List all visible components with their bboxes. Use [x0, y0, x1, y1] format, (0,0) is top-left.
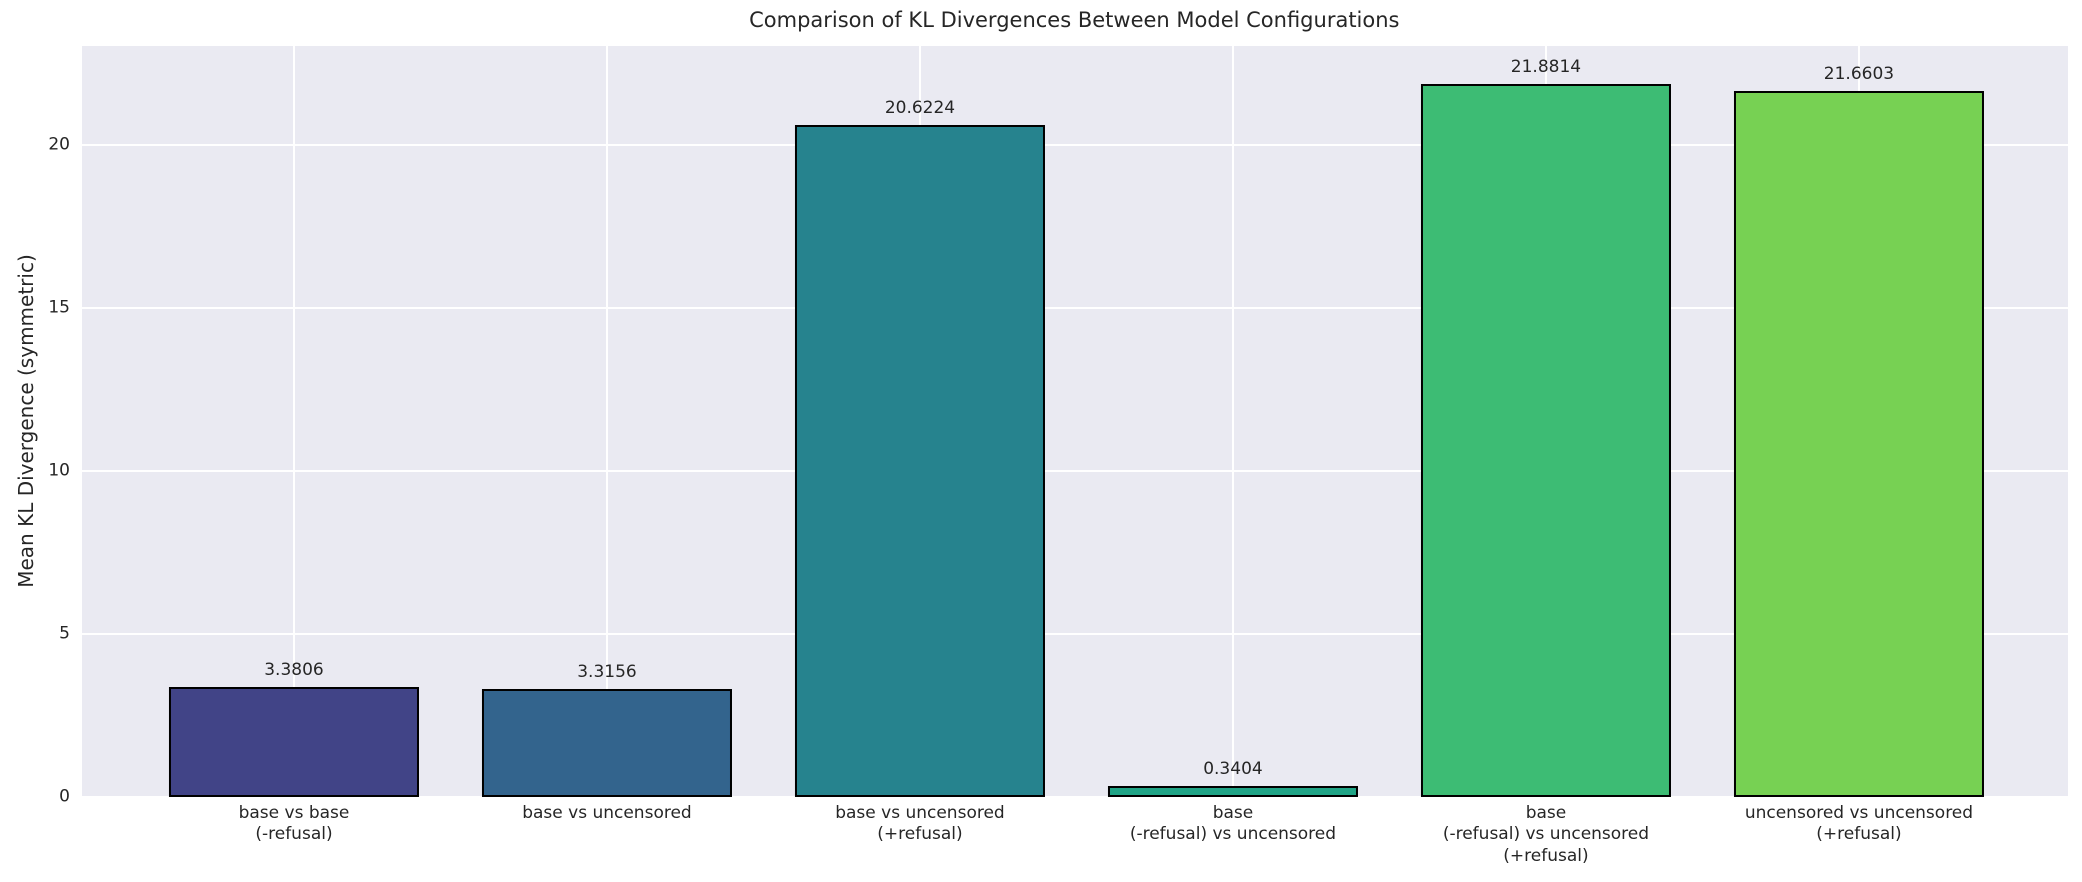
x-axis-ticks: base vs base (-refusal) base vs uncensore…	[82, 803, 2068, 882]
bar-value-label: 0.3404	[1203, 758, 1263, 779]
vertical-gridline	[1231, 46, 1234, 797]
y-tick-label: 0	[59, 786, 70, 807]
bar-2	[794, 125, 1045, 797]
y-axis-ticks: 0 5 10 15 20	[0, 46, 70, 805]
x-tick-label-0: base vs base (-refusal)	[238, 803, 350, 845]
bar-5	[1733, 91, 1984, 797]
bar-value-label: 3.3806	[264, 659, 324, 680]
x-tick-label-5: uncensored vs uncensored (+refusal)	[1744, 803, 1974, 845]
x-tick-label-1: base vs uncensored	[522, 803, 692, 823]
x-tick-label-2: base vs uncensored (+refusal)	[835, 803, 1005, 845]
y-tick-label: 20	[48, 134, 70, 155]
horizontal-gridline	[82, 307, 2068, 310]
horizontal-gridline	[82, 470, 2068, 473]
bar-value-label: 21.8814	[1510, 57, 1582, 78]
bar-value-label: 21.6603	[1823, 64, 1895, 85]
bar-1	[481, 688, 732, 797]
bar-value-label: 20.6224	[884, 98, 956, 119]
vertical-gridline	[605, 46, 608, 797]
y-tick-label: 5	[59, 623, 70, 644]
bar-value-label: 3.3156	[577, 661, 637, 682]
x-tick-label-4: base (-refusal) vs uncensored (+refusal)	[1442, 803, 1650, 866]
vertical-gridline	[292, 46, 295, 797]
x-tick-label-3: base (-refusal) vs uncensored	[1129, 803, 1337, 845]
chart-title: Comparison of KL Divergences Between Mod…	[749, 8, 1400, 32]
bar-3	[1107, 785, 1358, 797]
horizontal-gridline	[82, 796, 2068, 798]
y-tick-label: 10	[48, 460, 70, 481]
plot-area: 3.3806 3.3156 20.6224 0.3404 21.8814 21.6603	[82, 46, 2068, 798]
y-tick-label: 15	[48, 297, 70, 318]
horizontal-gridline	[82, 144, 2068, 147]
bar-4	[1420, 84, 1671, 797]
horizontal-gridline	[82, 633, 2068, 636]
bar-0	[168, 686, 419, 797]
